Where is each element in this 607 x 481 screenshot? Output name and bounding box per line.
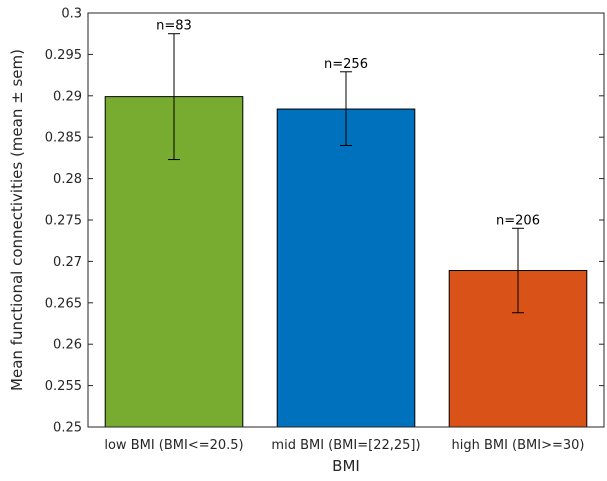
x-axis-title: BMI [332,457,360,475]
y-tick-label: 0.275 [45,214,82,229]
y-tick-label: 0.29 [53,89,82,104]
y-tick-label: 0.25 [53,421,82,436]
bar-2 [276,108,416,428]
y-tick-label: 0.255 [45,379,82,394]
y-ticks-layer: 0.25 0.255 0.26 0.265 0.27 0.275 0.28 0.285 0.29… [45,7,604,436]
n-labels-layer: n=83 n=256 n=206 [156,19,540,229]
y-tick-label: 0.3 [61,7,82,22]
error-bars-layer [168,33,524,314]
x-tick-label-3: high BMI (BMI>=30) [451,438,584,453]
y-tick-label: 0.295 [45,48,82,63]
bars-layer [104,96,588,428]
error-bar-3 [512,227,524,314]
x-tick-label-2: mid BMI (BMI=[22,25]) [271,438,420,453]
x-tick-label-1: low BMI (BMI<=20.5) [104,438,243,453]
error-bar-1 [168,33,180,161]
y-tick-label: 0.27 [53,255,82,270]
y-tick-label: 0.28 [53,172,82,187]
y-tick-label: 0.265 [45,296,82,311]
sample-size-label-2: n=256 [324,57,368,72]
y-axis-title: Mean functional connectivities (mean ± s… [8,49,26,391]
x-ticks-layer: low BMI (BMI<=20.5) mid BMI (BMI=[22,25])… [104,438,584,453]
error-bar-2 [340,71,352,146]
sample-size-label-3: n=206 [496,213,540,228]
sample-size-label-1: n=83 [156,19,192,34]
y-tick-label: 0.285 [45,131,82,146]
y-tick-label: 0.26 [53,338,82,353]
